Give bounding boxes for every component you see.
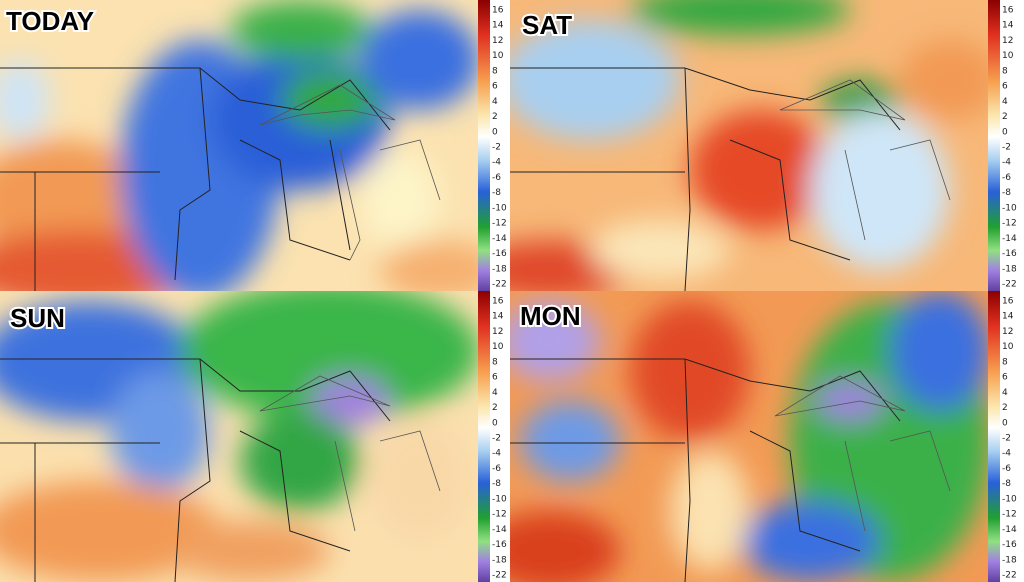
colorbar-label: 6 <box>1002 82 1008 92</box>
colorbar-label: -12 <box>492 219 507 229</box>
colorbar-label: 2 <box>492 403 498 413</box>
colorbar-label: -2 <box>492 143 501 153</box>
colorbar-label: -2 <box>1002 143 1011 153</box>
colorbar-label: -16 <box>492 249 507 259</box>
colorbar-label: -22 <box>492 280 507 290</box>
panel: 1614121086420-2-4-6-8-10-12-14-16-18-22 … <box>0 0 507 291</box>
colorbar-label: 8 <box>1002 357 1008 367</box>
panel-title: SUN <box>10 303 65 333</box>
colorbar-label: -16 <box>1002 540 1017 550</box>
colorbar-label: 12 <box>1002 327 1013 337</box>
colorbar-label: 14 <box>1002 21 1014 31</box>
colorbar-label: -8 <box>1002 188 1011 198</box>
colorbar-label: 2 <box>1002 403 1008 413</box>
colorbar-label: 10 <box>1002 51 1014 61</box>
colorbar <box>988 0 1000 291</box>
colorbar <box>478 291 490 582</box>
colorbar-label: -14 <box>492 525 507 535</box>
colorbar-label: -8 <box>1002 479 1011 489</box>
panel: 1614121086420-2-4-6-8-10-12-14-16-18-22 … <box>510 0 1017 292</box>
colorbar-label: 4 <box>492 388 498 398</box>
colorbar-label: 0 <box>1002 127 1008 137</box>
colorbar-label: 4 <box>492 97 498 107</box>
colorbar-label: -4 <box>1002 158 1011 168</box>
colorbar-label: -18 <box>1002 264 1017 274</box>
colorbar-label: 2 <box>492 112 498 122</box>
colorbar-label: 16 <box>492 297 504 307</box>
colorbar-label: -14 <box>1002 234 1017 244</box>
colorbar-label: 6 <box>492 82 498 92</box>
colorbar-label: -14 <box>492 234 507 244</box>
colorbar-label: 8 <box>492 357 498 367</box>
colorbar <box>478 0 490 291</box>
colorbar-label: 4 <box>1002 97 1008 107</box>
colorbar-label: -2 <box>492 434 501 444</box>
colorbar-label: -4 <box>492 449 501 459</box>
colorbar-label: 0 <box>492 127 498 137</box>
colorbar-label: 0 <box>492 418 498 428</box>
panel-title: SAT <box>522 10 572 40</box>
colorbar-label: 0 <box>1002 418 1008 428</box>
colorbar-label: -8 <box>492 188 501 198</box>
panel-title: TODAY <box>6 6 94 36</box>
colorbar-label: -6 <box>1002 464 1011 474</box>
colorbar-label: 12 <box>492 327 503 337</box>
colorbar-label: 6 <box>1002 373 1008 383</box>
colorbar-label: 14 <box>1002 312 1014 322</box>
colorbar-label: -2 <box>1002 434 1011 444</box>
colorbar-label: -16 <box>492 540 507 550</box>
colorbar-label: 16 <box>492 6 504 16</box>
colorbar-label: -6 <box>492 173 501 183</box>
colorbar-label: 14 <box>492 21 504 31</box>
colorbar-label: -8 <box>492 479 501 489</box>
colorbar-label: 10 <box>1002 342 1014 352</box>
colorbar-label: 14 <box>492 312 504 322</box>
colorbar-label: 4 <box>1002 388 1008 398</box>
colorbar-label: 10 <box>492 51 504 61</box>
colorbar-label: 12 <box>1002 36 1013 46</box>
colorbar <box>988 291 1000 582</box>
colorbar-label: -22 <box>1002 571 1017 581</box>
colorbar-label: -18 <box>1002 555 1017 565</box>
colorbar-label: -22 <box>492 571 507 581</box>
colorbar-label: -6 <box>492 464 501 474</box>
colorbar-label: 8 <box>1002 66 1008 76</box>
colorbar-label: -14 <box>1002 525 1017 535</box>
colorbar-label: -18 <box>492 264 507 274</box>
colorbar-label: -4 <box>1002 449 1011 459</box>
colorbar-label: -16 <box>1002 249 1017 259</box>
colorbar-label: 6 <box>492 373 498 383</box>
colorbar-label: 16 <box>1002 297 1014 307</box>
colorbar-label: -10 <box>1002 203 1017 213</box>
colorbar-label: -10 <box>492 203 507 213</box>
colorbar-label: -12 <box>1002 219 1017 229</box>
panel: 1614121086420-2-4-6-8-10-12-14-16-18-22 … <box>0 291 507 582</box>
colorbar-label: 10 <box>492 342 504 352</box>
colorbar-label: 2 <box>1002 112 1008 122</box>
colorbar-label: -10 <box>1002 494 1017 504</box>
panel: 1614121086420-2-4-6-8-10-12-14-16-18-22 … <box>510 291 1017 582</box>
colorbar-label: -12 <box>1002 510 1017 520</box>
colorbar-label: -18 <box>492 555 507 565</box>
colorbar-label: 16 <box>1002 6 1014 16</box>
panel-title: MON <box>520 301 581 331</box>
colorbar-label: -12 <box>492 510 507 520</box>
colorbar-label: -10 <box>492 494 507 504</box>
colorbar-label: -22 <box>1002 280 1017 290</box>
colorbar-label: 12 <box>492 36 503 46</box>
colorbar-label: -6 <box>1002 173 1011 183</box>
colorbar-label: 8 <box>492 66 498 76</box>
colorbar-label: -4 <box>492 158 501 168</box>
